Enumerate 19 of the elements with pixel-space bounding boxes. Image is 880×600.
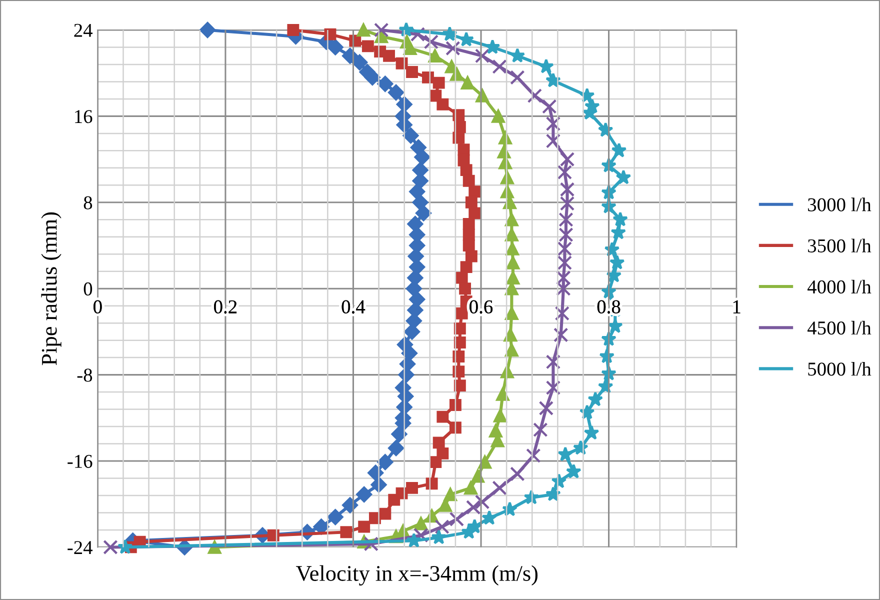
x-tick-label: 0	[94, 300, 102, 314]
y-tick-label: 24	[74, 24, 93, 37]
legend-label: 3500 l/h	[808, 238, 872, 252]
x-tick-label: 0.4	[342, 300, 366, 314]
x-tick-label: 0.2	[214, 300, 237, 314]
y-tick-label: 8	[84, 196, 92, 210]
y-tick-label: -8	[77, 368, 92, 382]
legend-label: 4000 l/h	[807, 280, 872, 294]
y-tick-label: -16	[68, 454, 92, 468]
legend-label: 3000 l/h	[808, 198, 872, 212]
legend-label: 5000 l/h	[808, 362, 872, 376]
y-tick-label: 16	[75, 110, 92, 124]
x-tick-label: 1	[733, 300, 740, 314]
legend-label: 4500 l/h	[807, 320, 872, 335]
x-axis-title: Velocity in x=-34mm (m/s)	[296, 565, 538, 586]
y-tick-label: -24	[68, 541, 93, 554]
y-axis-title: Pipe radius (mm)	[41, 212, 62, 366]
y-tick-label: 0	[84, 282, 92, 296]
x-tick-label: 0.6	[470, 300, 493, 314]
